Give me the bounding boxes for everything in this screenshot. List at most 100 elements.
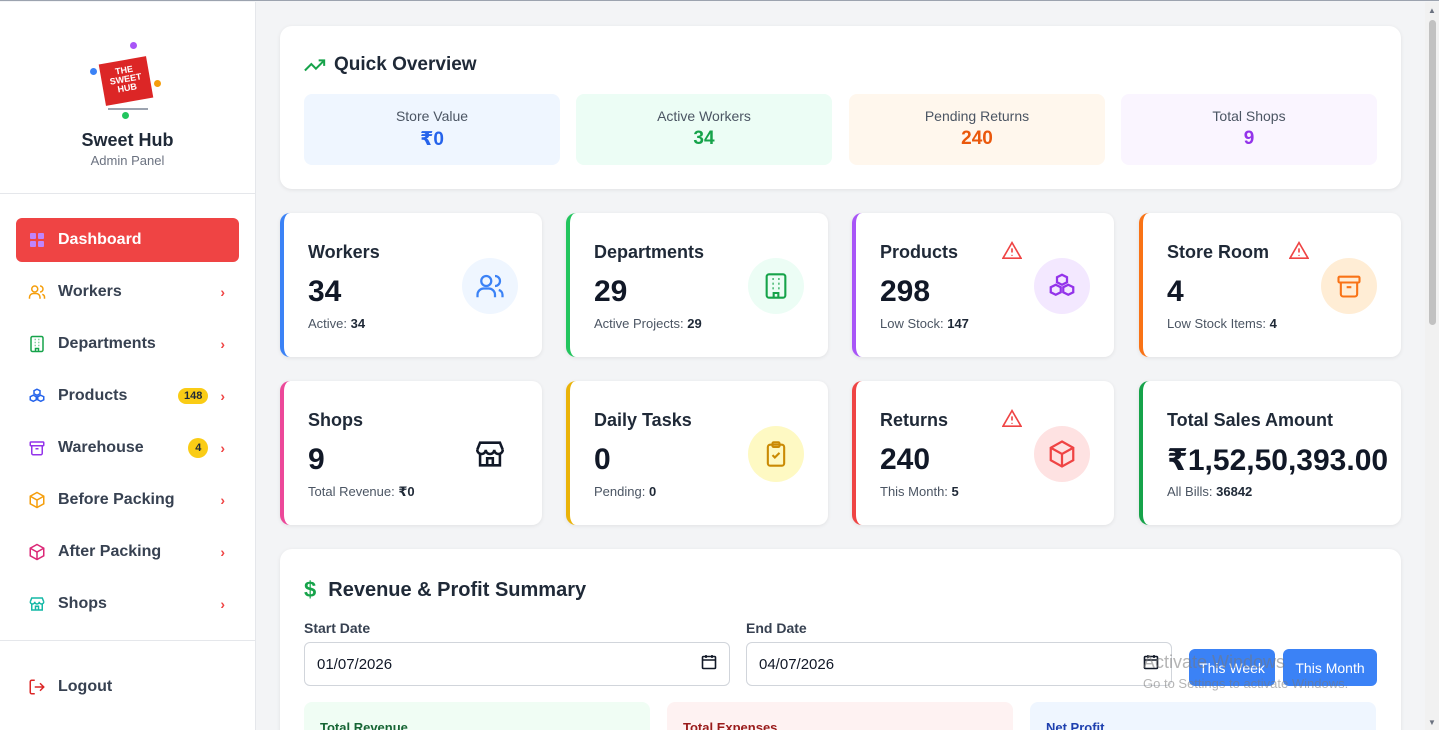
logout-section: Logout [0,640,255,709]
products-card[interactable]: Products 298 Low Stock: 147 [852,213,1114,357]
chevron-right-icon: › [220,336,225,352]
revenue-summary-title-text: Revenue & Profit Summary [328,578,587,601]
sidebar: THE SWEET HUB Sweet Hub Admin Panel Dash… [0,2,256,730]
logout-label: Logout [58,678,113,695]
warning-icon [1289,241,1309,259]
logo-text: THE SWEET HUB [98,56,153,106]
card-title: Returns [880,410,949,430]
sidebar-item-before-packing[interactable]: Before Packing › [16,478,239,522]
chevron-right-icon: › [220,440,225,456]
sidebar-item-warehouse[interactable]: Warehouse 4 › [16,426,239,470]
page-scrollbar[interactable]: ▲ ▼ [1425,2,1439,730]
card-value: 0 [594,443,611,476]
sidebar-item-label: After Packing [58,543,162,560]
card-title: Departments [594,242,705,262]
sidebar-item-dashboard[interactable]: Dashboard [16,218,239,262]
scroll-down-arrow-icon[interactable]: ▼ [1428,718,1436,727]
sidebar-item-shops[interactable]: Shops › [16,582,239,626]
card-subtext: Low Stock Items: 4 [1167,316,1277,331]
returns-card[interactable]: Returns 240 This Month: 5 [852,381,1114,525]
box-icon [1034,426,1090,482]
card-title: Daily Tasks [594,410,692,430]
chevron-right-icon: › [220,492,225,508]
sidebar-item-label: Before Packing [58,491,175,508]
sidebar-item-label: Warehouse [58,439,144,456]
store-room-card[interactable]: Store Room 4 Low Stock Items: 4 [1139,213,1401,357]
calendar-icon[interactable] [1143,654,1159,674]
card-subtext: Pending: 0 [594,484,657,499]
stat-total-shops: Total Shops 9 [1121,94,1377,165]
card-subtext: Low Stock: 147 [880,316,969,331]
card-value: 4 [1167,275,1184,308]
sidebar-item-label: Workers [58,283,122,300]
stat-value: 34 [693,128,715,149]
warning-icon [1002,241,1022,259]
building-icon [28,335,46,353]
cubes-icon [1034,258,1090,314]
scrollbar-thumb[interactable] [1429,20,1436,325]
workers-card[interactable]: Workers 34 Active: 34 [280,213,542,357]
sidebar-item-after-packing[interactable]: After Packing › [16,530,239,574]
warning-icon [1002,409,1022,427]
card-value: 34 [308,275,342,308]
sidebar-item-workers[interactable]: Workers › [16,270,239,314]
stat-label: Active Workers [657,108,751,124]
sidebar-item-label: Shops [58,595,107,612]
archive-icon [1321,258,1377,314]
activate-windows-watermark: Activate Windows Go to Settings to activ… [1143,651,1348,695]
stat-value: ₹0 [420,129,444,150]
stat-label: Pending Returns [924,108,1030,124]
card-subtext: Active Projects: 29 [594,316,702,331]
stat-value: 240 [961,128,993,149]
sidebar-item-departments[interactable]: Departments › [16,322,239,366]
total-sales-card[interactable]: Total Sales Amount ₹1,52,50,393.00 All B… [1139,381,1401,525]
card-subtext: Total Revenue: ₹0 [308,484,415,499]
box-icon [28,491,46,509]
chevron-right-icon: › [220,596,225,612]
this-month-button[interactable]: This Month [1283,649,1377,686]
sidebar-item-label: Dashboard [58,231,142,248]
departments-card[interactable]: Departments 29 Active Projects: 29 [566,213,828,357]
card-value: 298 [880,275,931,308]
building-icon [748,258,804,314]
card-value: ₹1,52,50,393.00 [1167,444,1389,477]
archive-icon [28,439,46,457]
sidebar-item-label: Departments [58,335,156,352]
warehouse-badge: 4 [188,438,209,458]
start-date-label: Start Date [304,620,371,636]
scroll-up-arrow-icon[interactable]: ▲ [1428,6,1436,15]
store-icon [28,595,46,613]
box-icon [28,543,46,561]
brand-name: Sweet Hub [81,130,174,150]
sidebar-nav: Dashboard Workers › Departments › Produc… [0,194,255,626]
calendar-icon[interactable] [701,654,717,674]
stat-active-workers: Active Workers 34 [576,94,832,165]
chevron-right-icon: › [220,388,225,404]
start-date-input[interactable]: 01/07/2026 [304,642,730,686]
card-value: 240 [880,443,931,476]
store-icon [462,426,518,482]
brand-header: THE SWEET HUB Sweet Hub Admin Panel [0,2,255,194]
watermark-line1: Activate Windows [1143,652,1286,672]
end-date-input[interactable]: 04/07/2026 [746,642,1172,686]
daily-tasks-card[interactable]: Daily Tasks 0 Pending: 0 [566,381,828,525]
sidebar-item-label: Products [58,387,128,404]
card-subtext: This Month: 5 [880,484,959,499]
products-badge: 148 [177,388,209,404]
chevron-right-icon: › [220,284,225,300]
sidebar-item-products[interactable]: Products 148 › [16,374,239,418]
this-week-button[interactable]: This Week [1189,649,1275,686]
logout-button[interactable]: Logout [16,665,239,709]
stat-value: 9 [1243,128,1255,149]
end-date-label: End Date [746,620,807,636]
net-profit-box: Net Profit [1030,702,1376,730]
stat-label: Store Value [395,108,469,124]
users-icon [462,258,518,314]
total-revenue-box: Total Revenue [304,702,650,730]
quick-overview-panel: Quick Overview Store Value ₹0 Active Wor… [280,26,1401,189]
dollar-icon: $ [304,577,317,602]
shops-card[interactable]: Shops 9 Total Revenue: ₹0 [280,381,542,525]
brand-subtitle: Admin Panel [90,153,165,168]
grid-icon [28,231,46,249]
watermark-line2: Go to Settings to activate Windows. [1143,676,1349,691]
